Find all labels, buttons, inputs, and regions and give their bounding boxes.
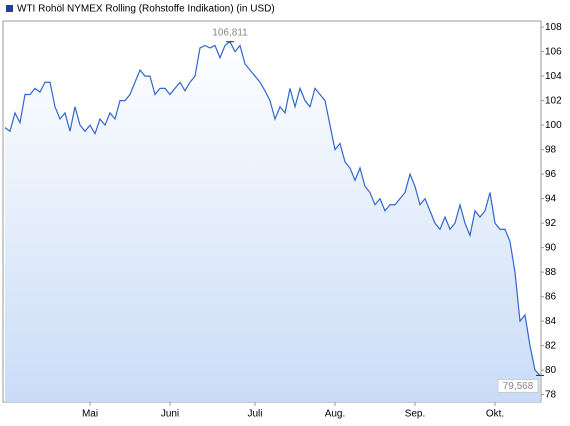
- y-tick-label: 98: [545, 144, 557, 155]
- value-label: 106,811: [212, 27, 248, 38]
- x-tick-label: Okt.: [486, 409, 504, 420]
- y-tick-label: 82: [545, 340, 557, 351]
- y-tick-label: 92: [545, 218, 557, 229]
- y-tick-label: 80: [545, 365, 557, 376]
- price-line: [4, 40, 541, 376]
- y-tick-label: 84: [545, 316, 557, 327]
- value-label: 79,568: [503, 381, 534, 392]
- y-tick-label: 100: [545, 120, 562, 131]
- y-tick-label: 86: [545, 291, 557, 302]
- y-tick-label: 78: [545, 389, 557, 400]
- y-tick-label: 88: [545, 267, 557, 278]
- y-tick-label: 108: [545, 22, 562, 33]
- y-tick-label: 106: [545, 46, 562, 57]
- value-label-box: [497, 378, 539, 393]
- x-tick-label: Sep.: [405, 409, 426, 420]
- area-fill: [5, 41, 540, 402]
- y-tick-label: 104: [545, 71, 562, 82]
- y-tick-label: 94: [545, 193, 557, 204]
- y-tick-label: 102: [545, 95, 562, 106]
- x-tick-label: Mai: [82, 409, 98, 420]
- chart-title: WTI Rohöl NYMEX Rolling (Rohstoffe Indik…: [17, 4, 275, 15]
- x-tick-label: Juli: [247, 409, 262, 420]
- y-tick-label: 90: [545, 242, 557, 253]
- x-tick-label: Aug.: [325, 409, 346, 420]
- legend-swatch: [6, 5, 13, 12]
- y-tick-label: 96: [545, 169, 557, 180]
- x-tick-label: Juni: [161, 409, 179, 420]
